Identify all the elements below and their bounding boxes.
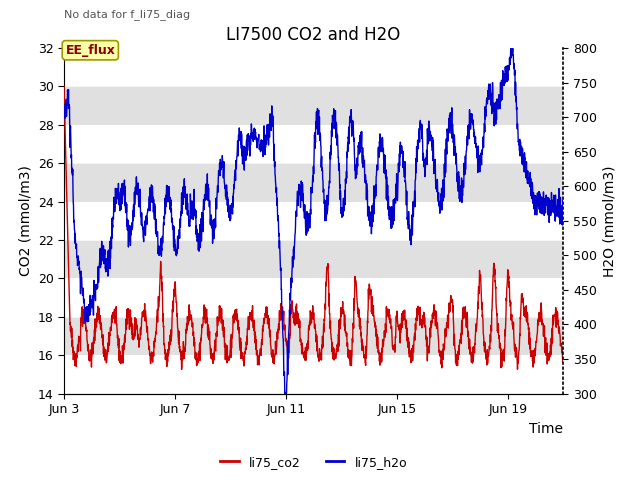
X-axis label: Time: Time	[529, 422, 563, 436]
Y-axis label: CO2 (mmol/m3): CO2 (mmol/m3)	[18, 166, 32, 276]
Bar	[64, 86, 563, 125]
Bar	[64, 240, 563, 278]
Legend: li75_co2, li75_h2o: li75_co2, li75_h2o	[215, 451, 412, 474]
Bar	[64, 317, 563, 355]
Y-axis label: H2O (mmol/m3): H2O (mmol/m3)	[602, 165, 616, 276]
Text: EE_flux: EE_flux	[65, 44, 115, 57]
Text: No data for f_li75_diag: No data for f_li75_diag	[64, 10, 190, 20]
Title: LI7500 CO2 and H2O: LI7500 CO2 and H2O	[227, 25, 401, 44]
Bar	[64, 163, 563, 202]
